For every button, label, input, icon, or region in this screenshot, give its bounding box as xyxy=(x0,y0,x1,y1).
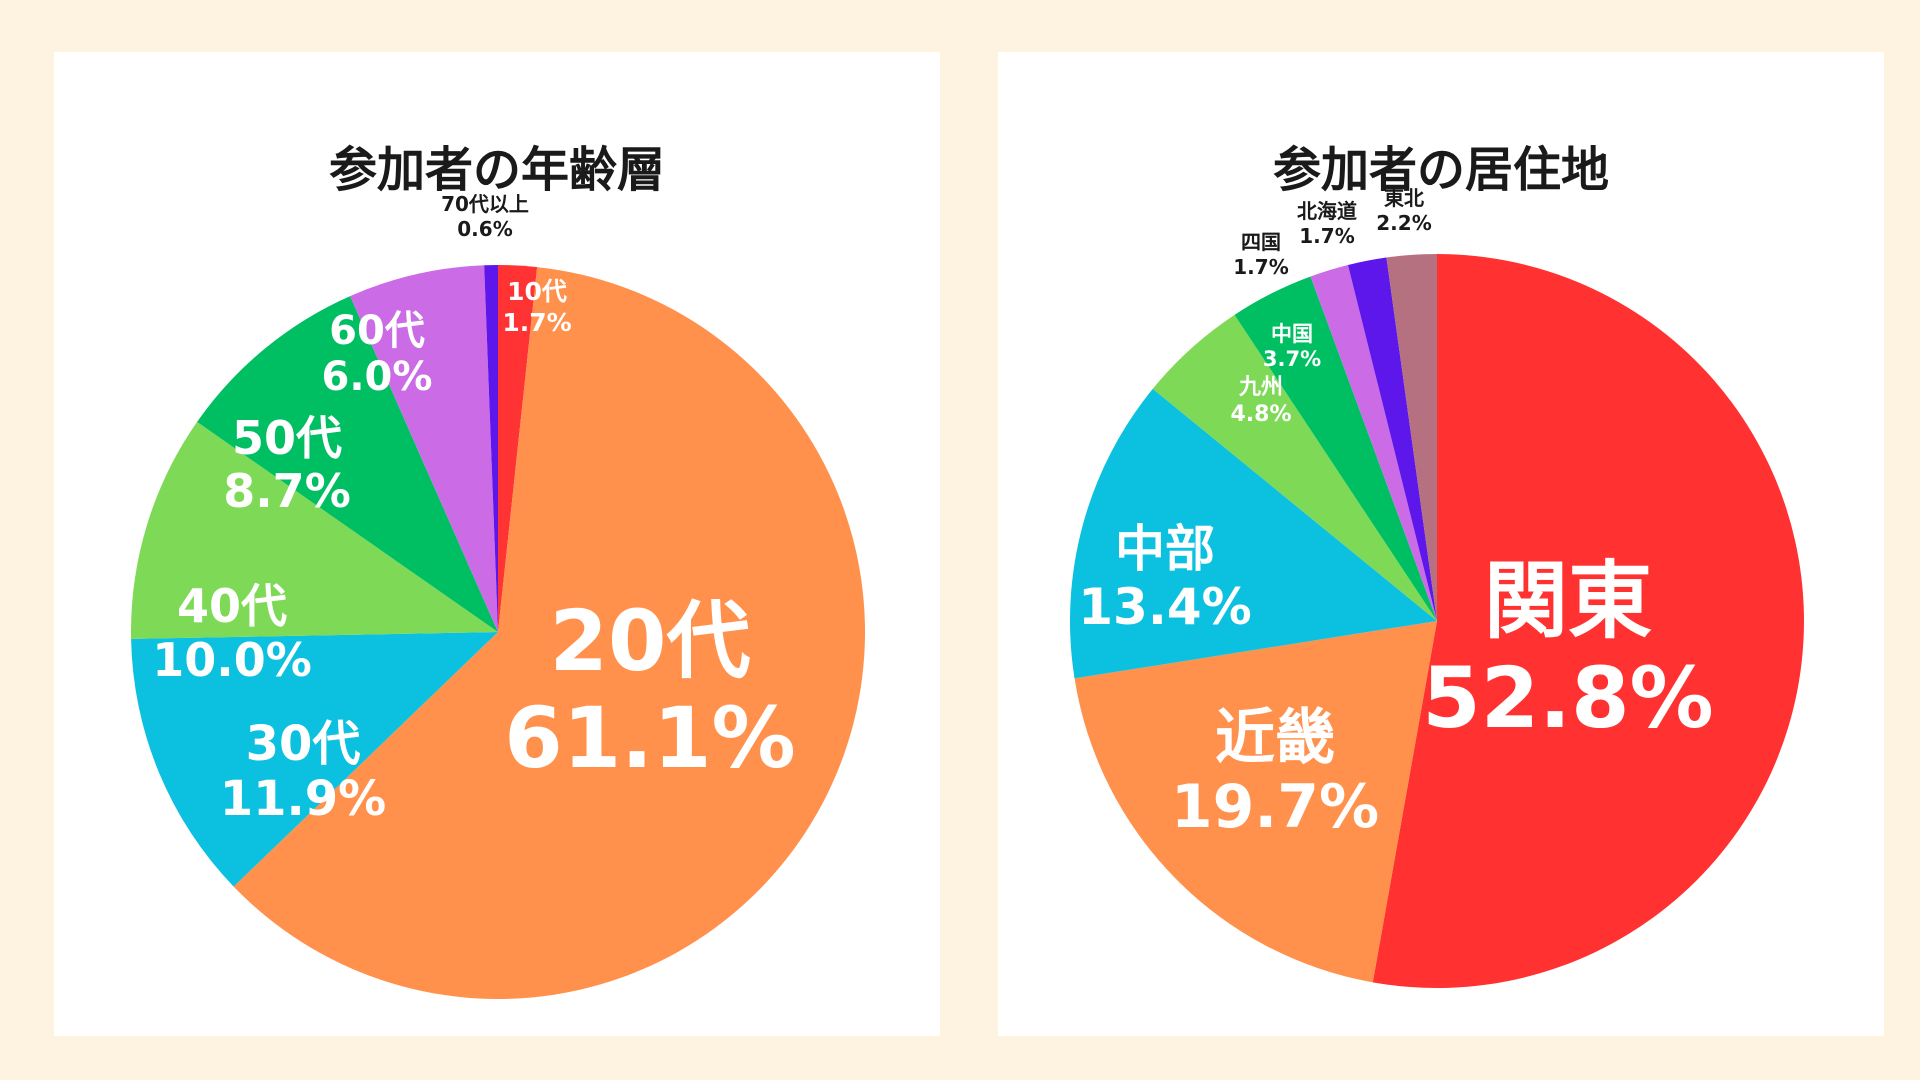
region-slice-value-7: 2.2% xyxy=(1376,211,1431,235)
age-slice-4 xyxy=(197,296,498,632)
age-chart-panel: 参加者の年齢層 10代 1.7% 20代 61.1% 30代 11.9% 40代 10.0% 5… xyxy=(54,52,940,1036)
age-slice-value-4: 8.7% xyxy=(223,464,351,518)
age-slice-value-0: 1.7% xyxy=(502,308,571,337)
region-slice-label-3: 九州 xyxy=(1238,375,1283,400)
region-slice-1 xyxy=(1074,621,1437,983)
age-slice-label-1: 20代 xyxy=(550,592,751,690)
region-chart-panel: 参加者の居住地 関東 52.8% 近畿 19.7% 中部 13.4% 九州 4.8% 中国 3.7… xyxy=(998,52,1884,1036)
age-slice-label-3: 40代 xyxy=(177,579,287,633)
region-slice-6 xyxy=(1347,257,1437,621)
age-slices xyxy=(131,265,866,999)
region-slice-label-4: 中国 xyxy=(1271,322,1313,346)
age-chart-title: 参加者の年齢層 xyxy=(328,142,665,198)
region-slices xyxy=(1070,254,1804,988)
age-slice-value-5: 6.0% xyxy=(322,354,433,400)
age-slice-value-6: 0.6% xyxy=(457,217,512,241)
region-slice-value-0: 52.8% xyxy=(1422,649,1713,747)
age-slice-label-5: 60代 xyxy=(329,308,425,354)
age-slice-3 xyxy=(131,421,498,639)
region-slice-value-4: 3.7% xyxy=(1263,347,1321,371)
age-slice-label-0: 10代 xyxy=(507,277,567,306)
age-slice-2 xyxy=(131,632,498,887)
region-slice-7 xyxy=(1386,254,1437,621)
age-slice-0 xyxy=(498,265,538,632)
region-slice-value-2: 13.4% xyxy=(1078,578,1251,636)
region-slice-label-5: 四国 xyxy=(1241,230,1281,254)
age-slice-label-2: 30代 xyxy=(246,716,361,772)
region-slice-4 xyxy=(1234,276,1437,621)
region-slice-label-2: 中部 xyxy=(1115,520,1215,578)
age-slice-value-3: 10.0% xyxy=(152,633,312,687)
age-slice-value-2: 11.9% xyxy=(220,771,387,827)
region-slice-label-7: 東北 xyxy=(1384,186,1424,210)
region-slice-value-1: 19.7% xyxy=(1171,772,1379,842)
region-labels: 関東52.8%近畿19.7%中部13.4%九州4.8%中国3.7%四国1.7%北… xyxy=(1078,186,1713,842)
region-slice-value-6: 1.7% xyxy=(1299,224,1354,248)
region-slice-0 xyxy=(1372,254,1804,988)
region-slice-value-3: 4.8% xyxy=(1230,402,1291,427)
region-slice-label-0: 関東 xyxy=(1484,552,1652,650)
age-slice-5 xyxy=(350,265,498,632)
age-slice-6 xyxy=(484,265,498,632)
region-slice-label-6: 北海道 xyxy=(1297,199,1357,223)
region-slice-value-5: 1.7% xyxy=(1233,255,1288,279)
age-slice-label-6: 70代以上 xyxy=(441,192,529,216)
age-slice-label-4: 50代 xyxy=(232,411,342,465)
region-slice-3 xyxy=(1152,314,1437,621)
region-pie-chart: 関東52.8%近畿19.7%中部13.4%九州4.8%中国3.7%四国1.7%北… xyxy=(1070,186,1804,988)
region-slice-5 xyxy=(1310,264,1437,621)
region-chart-title: 参加者の居住地 xyxy=(1272,142,1609,198)
region-slice-label-1: 近畿 xyxy=(1215,703,1335,773)
age-slice-value-1: 61.1% xyxy=(504,689,795,787)
age-slice-1 xyxy=(233,267,866,999)
region-slice-2 xyxy=(1070,388,1437,679)
